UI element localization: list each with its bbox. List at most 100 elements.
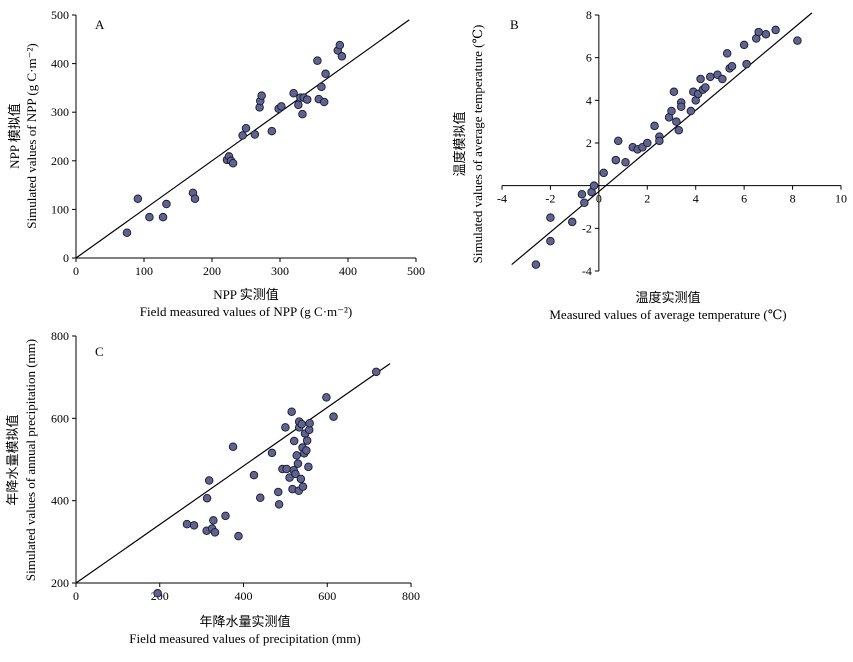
y-tick-label-a: 300 xyxy=(51,105,69,119)
data-point-b xyxy=(621,157,630,167)
x-tick-label-c: 800 xyxy=(402,589,420,603)
data-point-b xyxy=(771,25,780,35)
data-point-c xyxy=(234,531,243,541)
data-point-c xyxy=(274,487,283,497)
data-point-b xyxy=(754,27,763,37)
data-point-c xyxy=(281,423,290,432)
y-tick-label-a: 100 xyxy=(51,202,69,216)
data-point-a xyxy=(319,97,329,107)
data-point-b xyxy=(531,260,541,269)
x-tick-label-a: 200 xyxy=(203,264,221,278)
data-point-b xyxy=(727,61,737,71)
y-tick-label-b: 4 xyxy=(586,93,592,107)
data-point-a xyxy=(145,212,154,222)
panel-label-a: A xyxy=(95,17,105,32)
panel-label-c: C xyxy=(95,344,104,359)
data-point-b xyxy=(599,168,608,178)
data-point-a xyxy=(294,100,303,110)
x-tick-label-c: 600 xyxy=(318,589,336,603)
x-tick-label-a: 300 xyxy=(271,264,289,278)
x-axis-label-en-c: Field measured values of precipitation (… xyxy=(129,631,360,646)
data-point-b xyxy=(742,59,751,69)
data-point-a xyxy=(313,56,322,65)
data-point-b xyxy=(577,189,587,199)
data-point-c xyxy=(329,412,338,421)
data-point-c xyxy=(292,451,301,460)
data-point-c xyxy=(296,474,306,484)
y-tick-label-b: 8 xyxy=(586,8,592,22)
data-point-b xyxy=(546,236,555,246)
y-tick-label-c: 200 xyxy=(51,576,69,590)
panel-a: A NPP 实测值 Field measured values of NPP (… xyxy=(7,8,425,319)
x-tick-label-a: 400 xyxy=(339,264,357,278)
data-point-a xyxy=(317,82,326,92)
data-point-a xyxy=(190,194,200,203)
data-point-b xyxy=(589,181,599,190)
data-point-a xyxy=(277,102,286,111)
x-tick-label-b: 2 xyxy=(644,192,650,206)
data-point-b xyxy=(722,49,732,58)
data-point-a xyxy=(228,158,238,168)
y-tick-label-a: 400 xyxy=(51,57,69,71)
y-axis-label-en-b: Simulated values of average temperature … xyxy=(470,25,485,264)
data-point-a xyxy=(133,194,143,203)
data-point-c xyxy=(293,459,303,468)
fit-line-c xyxy=(75,363,391,584)
data-point-c xyxy=(221,511,230,521)
data-point-c xyxy=(267,448,277,458)
data-point-b xyxy=(546,213,555,222)
data-point-b xyxy=(705,72,715,82)
data-point-b xyxy=(613,136,623,146)
data-point-a xyxy=(238,131,247,140)
x-axis-label-en-a: Field measured values of NPP (g C·m⁻²) xyxy=(140,304,352,319)
x-tick-label-b: 6 xyxy=(741,192,747,206)
data-point-b xyxy=(696,74,705,84)
data-point-a xyxy=(257,91,266,100)
data-point-c xyxy=(204,476,214,485)
data-point-b xyxy=(567,217,577,227)
y-tick-label-b: -4 xyxy=(582,264,592,278)
data-point-a xyxy=(321,69,330,79)
data-point-b xyxy=(676,102,686,111)
y-axis-label-cn-a: NPP 模拟值 xyxy=(7,103,22,169)
data-point-b xyxy=(611,155,621,165)
data-point-c xyxy=(305,419,314,428)
x-tick-label-a: 0 xyxy=(73,264,79,278)
y-axis-label-cn-b: 温度模拟值 xyxy=(452,111,467,176)
data-point-b xyxy=(718,74,727,84)
data-point-a xyxy=(267,126,277,136)
panel-c: C 年降水量实测值 Field measured values of preci… xyxy=(5,329,420,646)
data-point-b xyxy=(669,87,679,97)
data-point-c xyxy=(304,462,313,472)
x-tick-label-b: 10 xyxy=(835,192,847,206)
x-tick-label-b: 0 xyxy=(596,192,602,206)
data-point-c xyxy=(289,436,299,446)
data-point-c xyxy=(322,393,331,402)
data-point-b xyxy=(674,125,684,135)
panel-b: B 温度实测值 Measured values of average tempe… xyxy=(452,8,847,322)
data-point-a xyxy=(241,123,251,133)
y-tick-label-b: -2 xyxy=(582,221,592,235)
x-axis-label-cn-a: NPP 实测值 xyxy=(213,287,279,302)
panel-label-b: B xyxy=(510,17,519,32)
data-point-c xyxy=(287,407,296,416)
data-point-a xyxy=(302,95,312,104)
data-point-b xyxy=(793,36,802,45)
y-tick-label-b: 6 xyxy=(586,51,592,65)
x-axis-label-cn-c: 年降水量实测值 xyxy=(199,614,290,629)
data-point-c xyxy=(274,500,284,509)
data-point-c xyxy=(302,436,312,445)
y-axis-label-en-a: Simulated values of NPP (g C·m⁻²) xyxy=(24,43,39,228)
y-tick-label-c: 400 xyxy=(51,494,69,508)
data-point-b xyxy=(667,106,676,116)
x-tick-label-a: 100 xyxy=(135,264,153,278)
data-point-a xyxy=(122,228,132,237)
data-point-c xyxy=(210,528,220,537)
data-point-c xyxy=(282,464,291,474)
data-point-b xyxy=(701,83,710,92)
x-axis-label-en-b: Measured values of average temperature (… xyxy=(549,307,786,322)
data-point-c xyxy=(182,519,192,529)
data-point-c xyxy=(249,470,259,480)
data-point-a xyxy=(298,109,307,119)
